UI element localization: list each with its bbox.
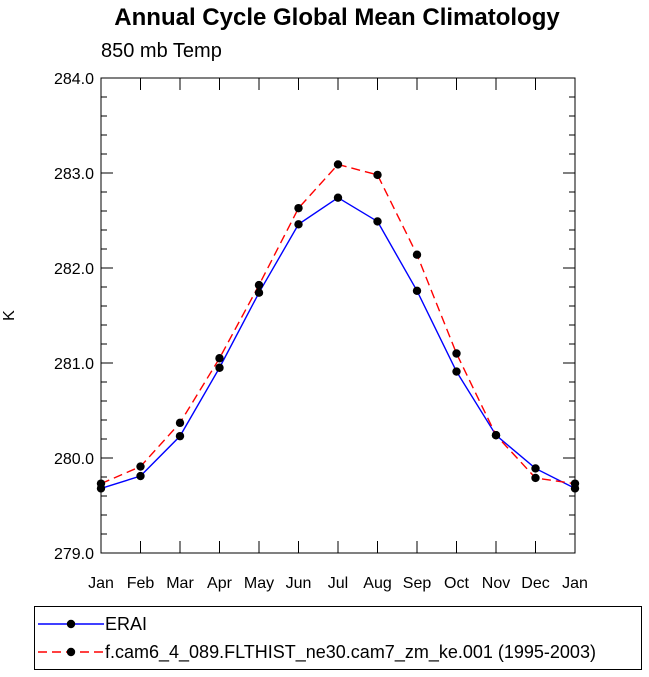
y-tick-label: 282.0 [54,261,94,278]
series-1-point [373,217,382,226]
series-2-point [412,250,422,259]
legend-label-1: ERAI [105,614,147,634]
series-2-point [570,479,580,488]
y-tick-label: 284.0 [54,71,94,88]
chart-title: Annual Cycle Global Mean Climatology [114,4,560,31]
series-1-point [452,367,461,376]
series-2-point [136,462,145,471]
x-tick-label: Aug [363,575,391,592]
x-tick-label: Mar [166,575,194,592]
series-1-point [531,464,540,473]
series-2-point [491,431,501,440]
x-tick-label: Jan [88,575,114,592]
series-2-point [531,473,540,483]
legend-marker-2 [66,647,76,657]
y-axis-label: K [1,310,18,321]
series-1-point [333,193,343,202]
series-2-point [333,160,343,169]
series-2-point [215,354,224,363]
legend [34,606,642,670]
series-1-point [215,363,224,372]
legend-marker-1 [66,619,76,629]
y-tick-label: 283.0 [54,166,94,183]
x-tick-label: Nov [482,575,510,592]
x-tick-label: Jul [328,575,348,592]
series-line-1 [100,196,576,490]
y-tick-label: 280.0 [54,451,94,468]
x-tick-label: Apr [207,575,233,592]
series-1-point [175,431,185,441]
x-tick-label: Dec [521,575,549,592]
x-tick-label: Oct [444,575,469,592]
series-2-point [254,280,264,290]
x-tick-label: Jan [562,575,588,592]
series-2-point [373,170,382,180]
x-tick-label: Feb [127,575,155,592]
series-2-point [294,203,303,213]
plot-area-border [100,77,576,554]
x-tick-label: Sep [403,575,432,592]
series-2-point [452,349,461,358]
y-tick-label: 279.0 [54,546,94,563]
x-tick-label: May [244,575,274,592]
chart-subtitle: 850 mb Temp [101,40,222,62]
series-2-point [96,479,106,488]
series-1-point [254,288,264,297]
series-1-point [412,286,422,295]
series-2-point [175,418,185,428]
y-tick-label: 281.0 [54,356,94,373]
series-1-point [294,220,303,229]
series-1-point [136,471,145,481]
series-line-2 [100,163,576,485]
legend-label-2: f.cam6_4_089.FLTHIST_ne30.cam7_zm_ke.001… [105,642,596,663]
x-tick-label: Jun [286,575,312,592]
